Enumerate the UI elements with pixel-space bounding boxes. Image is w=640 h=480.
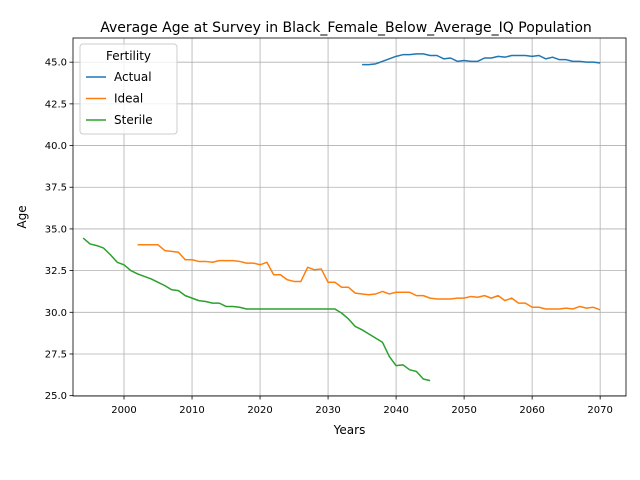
x-tick-label: 2070 [587, 405, 612, 416]
y-axis-ticks: 25.0 27.5 30.0 32.5 35.0 37.5 40.0 42.5 45.0 [45, 58, 73, 402]
plot-frame [72, 37, 627, 397]
x-tick-label: 2000 [111, 405, 136, 416]
y-tick-label: 37.5 [45, 183, 67, 194]
x-tick-label: 2040 [383, 405, 408, 416]
x-tick-label: 2030 [315, 405, 340, 416]
x-tick-label: 2010 [179, 405, 204, 416]
series-line-ideal [137, 244, 601, 311]
y-tick-label: 40.0 [45, 141, 67, 152]
y-tick-label: 45.0 [45, 58, 67, 69]
y-tick-label: 27.5 [45, 349, 67, 360]
legend-entries: Actual Ideal Sterile [86, 70, 153, 127]
y-tick-label: 35.0 [45, 224, 67, 235]
x-axis-ticks: 2000 2010 2020 2030 2040 2050 2060 2070 [111, 396, 613, 416]
y-axis-label: Age [15, 205, 29, 228]
legend-label: Sterile [114, 113, 153, 127]
y-tick-label: 32.5 [45, 266, 67, 277]
series-line-actual [362, 53, 601, 66]
x-axis-label: Years [333, 423, 366, 437]
series-lines [82, 53, 601, 382]
x-tick-label: 2050 [451, 405, 476, 416]
series-line-sterile [82, 237, 431, 382]
legend: Fertility Actual Ideal Sterile [79, 43, 178, 135]
y-tick-label: 25.0 [45, 391, 67, 402]
legend-label: Ideal [114, 92, 143, 106]
y-tick-label: 42.5 [45, 99, 67, 110]
grid-lines [73, 38, 626, 397]
chart-title: Average Age at Survey in Black_Female_Be… [100, 20, 592, 36]
x-tick-label: 2060 [519, 405, 544, 416]
legend-box [79, 43, 178, 135]
y-tick-label: 30.0 [45, 308, 67, 319]
legend-title: Fertility [106, 49, 151, 63]
legend-label: Actual [114, 70, 152, 84]
x-tick-label: 2020 [247, 405, 272, 416]
